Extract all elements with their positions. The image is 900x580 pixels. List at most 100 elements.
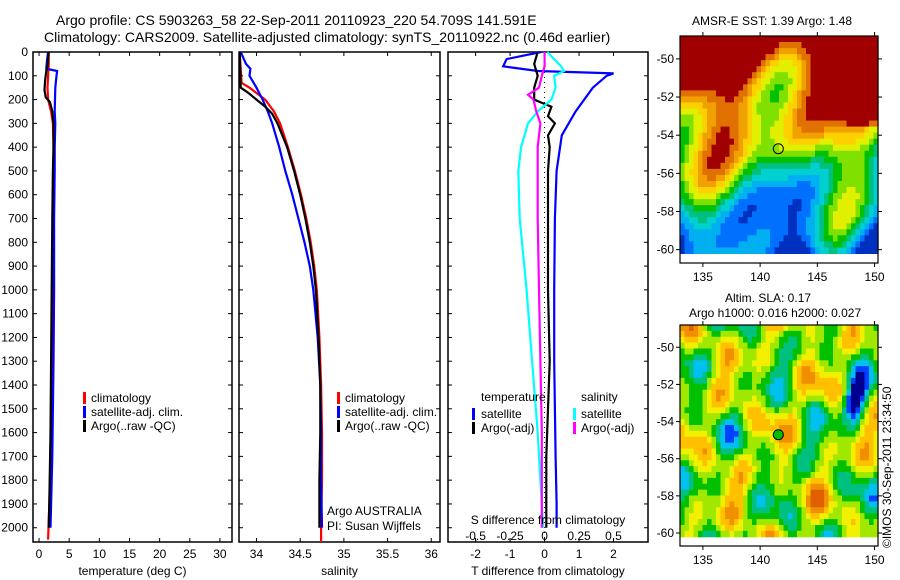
- heatmap-cell: [833, 181, 839, 188]
- heatmap-cell: [819, 483, 825, 491]
- heatmap-cell: [765, 507, 771, 514]
- heatmap-cell: [819, 60, 825, 67]
- heatmap-cell: [680, 454, 686, 461]
- heatmap-cell: [734, 395, 740, 403]
- heatmap-cell: [815, 187, 821, 194]
- heatmap-cell: [860, 114, 866, 122]
- heatmap-cell: [806, 436, 812, 444]
- heatmap-cell: [693, 507, 699, 514]
- heatmap-cell: [680, 132, 686, 140]
- heatmap-cell: [743, 114, 749, 122]
- heatmap-cell: [743, 211, 749, 218]
- heatmap-cell: [752, 66, 758, 73]
- heatmap-cell: [680, 330, 686, 338]
- heatmap-cell: [720, 138, 726, 146]
- heatmap-cell: [833, 235, 839, 242]
- heatmap-cell: [716, 217, 722, 224]
- heatmap-cell: [864, 223, 870, 230]
- heatmap-cell: [711, 460, 717, 467]
- depth-tick-label: 800: [8, 235, 28, 249]
- heatmap-cell: [707, 336, 713, 344]
- heatmap-cell: [743, 330, 749, 338]
- sst-map-ytick-label: -56: [657, 166, 675, 180]
- heatmap-cell: [729, 72, 735, 79]
- heatmap-cell: [815, 90, 821, 97]
- heatmap-cell: [792, 211, 798, 218]
- heatmap-cell: [851, 495, 857, 502]
- heatmap-cell: [774, 84, 780, 91]
- heatmap-cell: [788, 530, 794, 538]
- heatmap-cell: [842, 48, 848, 55]
- heatmap-cell: [842, 466, 848, 473]
- heatmap-cell: [801, 525, 807, 532]
- heatmap-cell: [801, 60, 807, 67]
- heatmap-cell: [698, 513, 704, 520]
- heatmap-cell: [725, 460, 731, 467]
- heatmap-cell: [806, 489, 812, 497]
- heatmap-cell: [837, 223, 843, 230]
- heatmap-cell: [819, 395, 825, 403]
- heatmap-cell: [869, 60, 875, 67]
- heatmap-cell: [698, 401, 704, 408]
- heatmap-cell: [833, 96, 839, 103]
- heatmap-cell: [779, 90, 785, 97]
- heatmap-cell: [707, 174, 713, 182]
- heatmap-cell: [788, 211, 794, 218]
- heatmap-cell: [698, 48, 704, 55]
- heatmap-cell: [837, 442, 843, 450]
- heatmap-cell: [765, 247, 771, 254]
- heatmap-cell: [774, 330, 780, 338]
- heatmap-cell: [797, 419, 803, 426]
- heatmap-cell: [824, 507, 830, 514]
- heatmap-cell: [783, 530, 789, 538]
- heatmap-cell: [752, 223, 758, 230]
- heatmap-cell: [770, 401, 776, 408]
- heatmap-cell: [761, 448, 767, 455]
- heatmap-cell: [837, 360, 843, 367]
- heatmap-cell: [693, 60, 699, 67]
- heatmap-cell: [797, 377, 803, 385]
- heatmap-cell: [702, 401, 708, 408]
- heatmap-cell: [738, 168, 744, 176]
- heatmap-cell: [824, 436, 830, 444]
- heatmap-cell: [770, 489, 776, 497]
- heatmap-cell: [824, 150, 830, 158]
- heatmap-cell: [819, 132, 825, 140]
- heatmap-cell: [774, 377, 780, 385]
- heatmap-cell: [698, 448, 704, 455]
- heatmap-cell: [869, 174, 875, 182]
- heatmap-cell: [819, 235, 825, 242]
- heatmap-cell: [684, 460, 690, 467]
- heatmap-cell: [743, 193, 749, 200]
- heatmap-cell: [770, 90, 776, 97]
- heatmap-cell: [846, 483, 852, 491]
- heatmap-cell: [743, 229, 749, 236]
- heatmap-cell: [815, 472, 821, 479]
- heatmap-cell: [806, 395, 812, 403]
- heatmap-cell: [774, 247, 780, 254]
- heatmap-cell: [797, 138, 803, 146]
- heatmap-cell: [770, 383, 776, 391]
- heatmap-cell: [833, 489, 839, 497]
- heatmap-cell: [860, 325, 866, 332]
- heatmap-cell: [752, 132, 758, 140]
- heatmap-cell: [761, 181, 767, 188]
- heatmap-cell: [797, 413, 803, 420]
- heatmap-cell: [833, 372, 839, 379]
- heatmap-cell: [734, 241, 740, 248]
- heatmap-cell: [824, 48, 830, 55]
- series-line-sal_argo: [526, 52, 546, 528]
- heatmap-cell: [846, 372, 852, 379]
- heatmap-cell: [725, 372, 731, 379]
- heatmap-cell: [819, 366, 825, 373]
- heatmap-cell: [729, 466, 735, 473]
- heatmap-cell: [846, 377, 852, 385]
- heatmap-cell: [711, 144, 717, 152]
- heatmap-cell: [698, 120, 704, 128]
- heatmap-cell: [680, 235, 686, 242]
- heatmap-cell: [855, 205, 861, 212]
- heatmap-cell: [707, 54, 713, 61]
- heatmap-cell: [783, 108, 789, 116]
- heatmap-cell: [738, 530, 744, 538]
- heatmap-cell: [698, 354, 704, 361]
